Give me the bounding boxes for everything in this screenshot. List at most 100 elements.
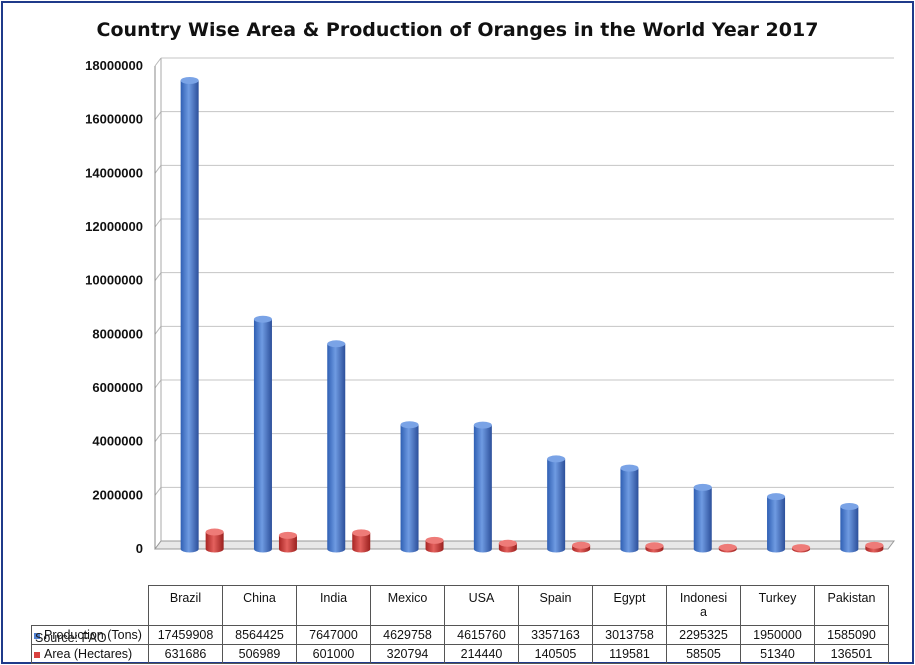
legend-label: Area (Hectares)	[44, 647, 133, 661]
y-tick-label: 2000000	[92, 487, 143, 502]
chart-plot: 0 2000000 4000000 6000000 8000000 10000000 120…	[85, 57, 895, 556]
table-header-row: Brazil China India Mexico USA Spain Egypt Indon…	[32, 585, 889, 626]
bar-area-china-body	[278, 535, 297, 553]
gridline-depth	[154, 326, 162, 335]
data-label: 2295325	[666, 625, 741, 645]
data-table: Brazil China India Mexico USA Spain Egypt Indon…	[31, 585, 889, 664]
bar-production-egypt-top	[620, 464, 639, 472]
category-label-usa: USA	[444, 585, 519, 626]
bar-production-china-body	[253, 319, 272, 553]
bar-area-india-top	[352, 529, 371, 537]
bar-production-china	[253, 315, 272, 553]
table-row: Area (Hectares) 631686 506989 601000 320794 2…	[31, 644, 889, 664]
category-label-mexico: Mexico	[370, 585, 445, 626]
bar-area-usa	[498, 539, 517, 553]
data-label: 4615760	[444, 625, 519, 645]
bar-area-brazil-body	[205, 532, 224, 553]
category-label-brazil: Brazil	[148, 585, 223, 626]
bar-production-egypt	[620, 464, 639, 553]
data-label: 601000	[296, 644, 371, 664]
bar-production-pakistan	[840, 502, 859, 553]
bar-area-indonesia	[718, 543, 737, 553]
bar-production-india-top	[327, 340, 346, 348]
bar-area-turkey-top	[792, 544, 811, 552]
source-note: Source: FAO	[35, 631, 107, 645]
bar-production-indonesia	[693, 483, 712, 553]
data-label: 58505	[666, 644, 741, 664]
y-tick-label: 4000000	[92, 434, 143, 449]
bar-area-mexico	[425, 536, 444, 553]
data-label: 3013758	[592, 625, 667, 645]
bar-area-pakistan-top	[865, 541, 884, 549]
bar-production-brazil	[180, 76, 199, 553]
gridline-depth	[154, 57, 162, 67]
category-label-turkey: Turkey	[740, 585, 815, 626]
gridline-depth	[154, 379, 162, 389]
bar-area-china-top	[278, 531, 297, 539]
legend-swatch	[34, 632, 40, 639]
category-label-pakistan: Pakistan	[814, 585, 889, 626]
data-label: 506989	[222, 644, 297, 664]
y-tick-label: 10000000	[85, 273, 143, 288]
bar-production-spain-top	[547, 455, 566, 463]
table-row: Production (Tons) 17459908 8564425 7647000 4…	[31, 625, 889, 645]
bar-production-usa-body	[473, 425, 492, 553]
y-tick-label: 18000000	[85, 58, 143, 73]
data-label: 631686	[148, 644, 223, 664]
bar-production-india-body	[327, 343, 346, 553]
bar-production-mexico-top	[400, 421, 419, 429]
data-label: 214440	[444, 644, 519, 664]
category-label-china: China	[222, 585, 297, 626]
data-label: 3357163	[518, 625, 593, 645]
bar-production-mexico	[400, 421, 419, 553]
category-label-indonesia: Indonesi a	[666, 585, 741, 626]
bar-area-egypt-top	[645, 542, 664, 550]
bar-production-pakistan-body	[840, 506, 859, 553]
bar-production-india	[327, 340, 346, 553]
bar-production-usa-top	[473, 421, 492, 429]
bar-area-china	[278, 531, 297, 553]
data-label: 140505	[518, 644, 593, 664]
data-label: 8564425	[222, 625, 297, 645]
legend-label: Production (Tons)	[44, 628, 142, 642]
category-label-spain: Spain	[518, 585, 593, 626]
bar-production-egypt-body	[620, 468, 639, 553]
bar-production-turkey	[767, 493, 786, 553]
legend-entry-0: Production (Tons)	[31, 625, 149, 645]
gridline-depth	[154, 165, 162, 174]
legend-entry-1: Area (Hectares)	[31, 644, 149, 664]
data-label: 119581	[592, 644, 667, 664]
bar-production-spain	[547, 455, 566, 553]
data-label: 51340	[740, 644, 815, 664]
bar-production-brazil-top	[180, 76, 199, 84]
data-label: 17459908	[148, 625, 223, 645]
bar-area-india	[352, 529, 371, 553]
y-tick-label: 16000000	[85, 112, 143, 127]
bar-area-turkey	[792, 544, 811, 553]
bar-area-brazil-top	[205, 528, 224, 536]
bar-area-usa-top	[498, 539, 517, 547]
y-tick-label: 12000000	[85, 219, 143, 234]
category-label-india: India	[296, 585, 371, 626]
bar-production-pakistan-top	[840, 502, 859, 510]
gridline-depth	[154, 111, 162, 120]
bar-production-indonesia-body	[693, 487, 712, 553]
bar-area-indonesia-top	[718, 543, 737, 551]
gridline-depth	[154, 487, 162, 496]
chart-title: Country Wise Area & Production of Orange…	[96, 19, 819, 41]
bar-area-spain	[572, 541, 591, 553]
bar-area-egypt	[645, 542, 664, 553]
bar-production-turkey-body	[767, 496, 786, 553]
bar-area-brazil	[205, 528, 224, 553]
gridline-depth	[154, 433, 162, 442]
y-tick-label: 6000000	[92, 380, 143, 395]
data-label: 7647000	[296, 625, 371, 645]
bar-production-spain-body	[547, 458, 566, 553]
data-label: 1585090	[814, 625, 889, 645]
data-label: 1950000	[740, 625, 815, 645]
bar-production-brazil-body	[180, 80, 199, 553]
y-tick-label: 8000000	[92, 326, 143, 341]
data-label: 136501	[814, 644, 889, 664]
table-corner	[32, 586, 149, 626]
